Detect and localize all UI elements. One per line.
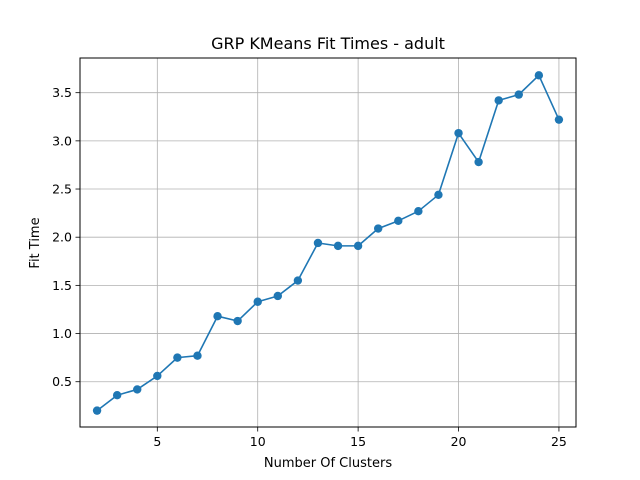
y-axis-label: Fit Time [28, 217, 43, 268]
series-line [96, 74, 560, 412]
data-point [92, 406, 102, 415]
y-tick-label: 3.0 [52, 133, 72, 148]
data-point [554, 115, 564, 124]
data-point [112, 391, 122, 400]
data-point [133, 385, 142, 394]
y-axis: 0.5 1.0 1.5 2.0 2.5 3.0 3.5 [52, 85, 80, 389]
data-point [153, 371, 162, 381]
data-point [534, 71, 544, 80]
data-point [213, 312, 222, 321]
data-point [474, 157, 483, 167]
x-tick-label: 20 [451, 434, 467, 449]
y-tick-label: 1.0 [52, 326, 72, 341]
x-tick-label: 25 [551, 434, 567, 449]
y-tick-label: 3.5 [52, 85, 72, 100]
y-tick-label: 1.5 [52, 278, 72, 293]
x-axis: 5 10 15 20 25 [153, 427, 567, 449]
data-point [333, 241, 343, 251]
y-tick-label: 2.0 [52, 230, 72, 245]
x-tick-label: 15 [350, 434, 366, 449]
data-point [414, 206, 423, 216]
data-point [253, 297, 262, 306]
data-point [193, 351, 202, 360]
data-point [434, 190, 443, 200]
data-point [514, 90, 523, 99]
chart-title: GRP KMeans Fit Times - adult [211, 34, 445, 53]
data-point [173, 353, 182, 362]
data-point [273, 291, 282, 301]
data-point [494, 96, 503, 105]
plot-frame [79, 57, 577, 428]
data-point [233, 316, 242, 326]
data-point [394, 216, 403, 226]
series [92, 71, 564, 415]
x-axis-label: Number Of Clusters [264, 456, 392, 471]
y-tick-label: 2.5 [52, 182, 72, 197]
x-tick-label: 10 [250, 434, 266, 449]
x-tick-label: 5 [153, 434, 161, 449]
data-point [313, 238, 323, 248]
data-point [374, 224, 383, 233]
data-point [293, 276, 303, 285]
data-point [353, 241, 363, 251]
data-point [454, 128, 463, 138]
y-tick-label: 0.5 [52, 374, 72, 389]
